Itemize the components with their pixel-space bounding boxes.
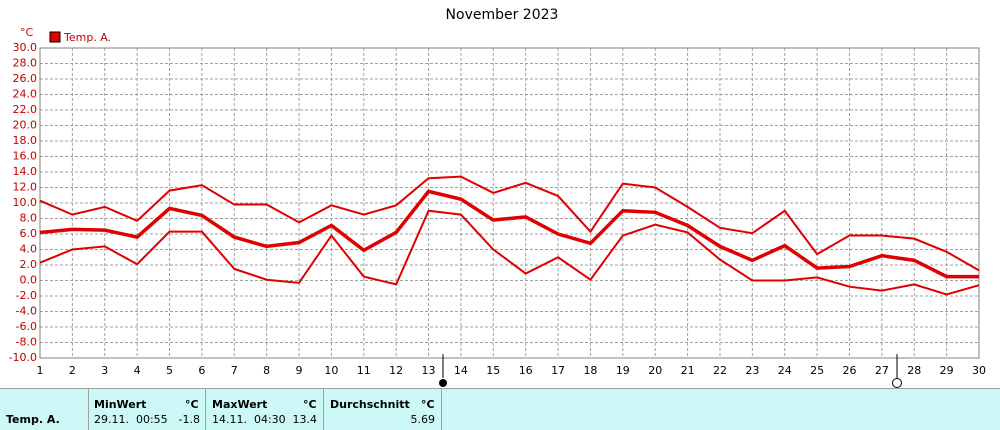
y-tick-label: 12.0 xyxy=(13,181,38,194)
x-tick-label: 14 xyxy=(454,364,468,377)
y-tick-label: 4.0 xyxy=(20,243,38,256)
x-tick-label: 23 xyxy=(745,364,759,377)
y-tick-label: 16.0 xyxy=(13,150,38,163)
x-tick-label: 12 xyxy=(389,364,403,377)
y-tick-label: -2.0 xyxy=(16,289,37,302)
legend-swatch xyxy=(49,31,61,43)
x-tick-label: 24 xyxy=(778,364,792,377)
x-tick-label: 9 xyxy=(296,364,303,377)
separator xyxy=(88,389,89,430)
x-tick-label: 16 xyxy=(519,364,533,377)
y-tick-label: 6.0 xyxy=(20,227,38,240)
x-tick-label: 20 xyxy=(648,364,662,377)
y-tick-label: -6.0 xyxy=(16,320,37,333)
x-tick-label: 7 xyxy=(231,364,238,377)
x-tick-label: 1 xyxy=(37,364,44,377)
x-tick-label: 18 xyxy=(583,364,597,377)
y-tick-label: 22.0 xyxy=(13,103,38,116)
unit-label: °C xyxy=(20,26,34,39)
chart-title: November 2023 xyxy=(446,7,559,23)
x-tick-label: 11 xyxy=(357,364,371,377)
x-tick-label: 29 xyxy=(940,364,954,377)
plot-frame xyxy=(39,47,980,359)
header: Durchschnitt xyxy=(330,398,410,411)
legend-label: Temp. A. xyxy=(63,31,111,44)
y-tick-label: 0.0 xyxy=(20,274,38,287)
line-max xyxy=(39,175,980,272)
y-tick-label: 8.0 xyxy=(20,212,38,225)
x-tick-label: 17 xyxy=(551,364,565,377)
y-tick-label: 26.0 xyxy=(13,72,38,85)
x-tick-label: 5 xyxy=(166,364,173,377)
x-tick-label: 22 xyxy=(713,364,727,377)
time: 14.11. 04:30 xyxy=(212,413,286,426)
marker-icon xyxy=(892,378,902,388)
x-tick-label: 8 xyxy=(263,364,270,377)
header: MaxWert xyxy=(212,398,268,411)
row-label: Temp. A. xyxy=(6,413,60,426)
y-tick-label: 28.0 xyxy=(13,57,38,70)
x-tick-label: 26 xyxy=(842,364,856,377)
y-tick-label: 24.0 xyxy=(13,88,38,101)
line-min xyxy=(39,209,980,296)
x-tick-label: 4 xyxy=(134,364,141,377)
x-tick-label: 15 xyxy=(486,364,500,377)
y-tick-label: -4.0 xyxy=(16,305,37,318)
y-tick-label: 18.0 xyxy=(13,134,38,147)
unit: °C xyxy=(303,398,317,411)
y-tick-label: -8.0 xyxy=(16,336,37,349)
y-tick-label: -10.0 xyxy=(9,351,37,364)
y-tick-label: 2.0 xyxy=(20,258,38,271)
separator xyxy=(323,389,324,430)
stats-panel: Temp. A. MinWert °C 29.11. 00:55 -1.8 Ma… xyxy=(0,388,1000,430)
separator xyxy=(205,389,206,430)
y-tick-label: 14.0 xyxy=(13,165,38,178)
x-tick-label: 27 xyxy=(875,364,889,377)
x-tick-label: 10 xyxy=(324,364,338,377)
x-tick-label: 3 xyxy=(101,364,108,377)
unit: °C xyxy=(421,398,435,411)
x-tick-label: 21 xyxy=(681,364,695,377)
line-mean xyxy=(39,189,979,279)
time: 29.11. 00:55 xyxy=(94,413,168,426)
value: 13.4 xyxy=(292,413,318,426)
header: MinWert xyxy=(94,398,147,411)
x-tick-label: 6 xyxy=(198,364,205,377)
value: 5.69 xyxy=(410,413,436,426)
x-tick-label: 19 xyxy=(616,364,630,377)
x-tick-label: 30 xyxy=(972,364,986,377)
marker-icon xyxy=(439,379,447,387)
x-tick-label: 2 xyxy=(69,364,76,377)
x-tick-label: 25 xyxy=(810,364,824,377)
day-markers xyxy=(439,354,902,388)
y-tick-label: 30.0 xyxy=(13,41,38,54)
chart: November 2023 °C -10.0 -8.0 -6.0 -4.0 -2.0 0.… xyxy=(9,7,986,388)
unit: °C xyxy=(185,398,199,411)
separator xyxy=(441,389,442,430)
y-tick-label: 10.0 xyxy=(13,196,38,209)
value: -1.8 xyxy=(178,413,200,426)
y-tick-label: 20.0 xyxy=(13,119,38,132)
x-tick-label: 28 xyxy=(907,364,921,377)
x-tick-label: 13 xyxy=(422,364,436,377)
